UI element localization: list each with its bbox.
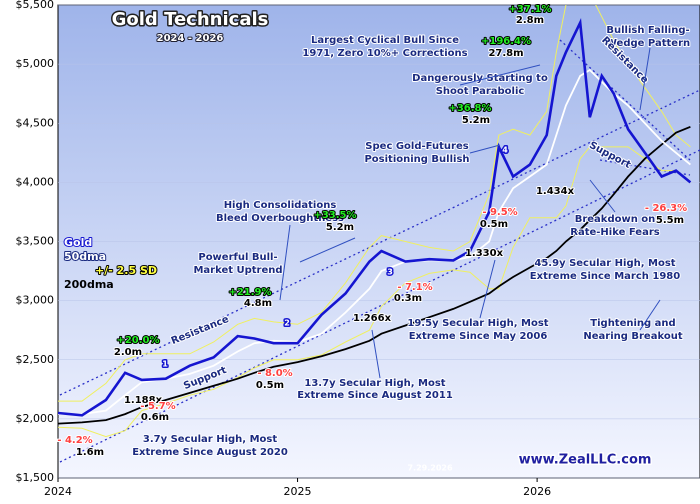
annotation: Breakdown on bbox=[575, 214, 656, 225]
y-tick-label: $3,000 bbox=[16, 294, 55, 307]
annotation: Bleed Overboughtness bbox=[216, 213, 344, 224]
annotation: - 26.3% bbox=[645, 203, 687, 214]
annotation: Shoot Parabolic bbox=[436, 86, 525, 97]
annotation: Powerful Bull- bbox=[198, 252, 277, 263]
annotation: 5.2m bbox=[326, 222, 354, 233]
series-line bbox=[58, 5, 691, 402]
annotation: High Consolidations bbox=[224, 200, 337, 211]
annotation: Spec Gold-Futures bbox=[365, 141, 468, 152]
annotation: 19.5y Secular High, Most bbox=[407, 318, 548, 329]
annotation: 27.8m bbox=[488, 48, 523, 59]
trend-line bbox=[59, 89, 700, 396]
pointer bbox=[469, 144, 501, 154]
legend-label: +/- 2.5 SD bbox=[95, 264, 157, 277]
annotation: Largest Cyclical Bull Since bbox=[311, 35, 459, 46]
y-tick-label: $4,500 bbox=[16, 116, 55, 129]
annotation: www.ZealLLC.com bbox=[519, 453, 652, 468]
y-tick-label: $1,500 bbox=[16, 471, 55, 484]
annotation: Bullish Falling- bbox=[606, 25, 689, 36]
annotation: 2 bbox=[284, 319, 290, 328]
y-tick-label: $5,500 bbox=[16, 0, 55, 11]
y-tick-label: $4,000 bbox=[16, 175, 55, 188]
annotation: Extreme Since August 2020 bbox=[132, 447, 288, 458]
annotation: 5.5m bbox=[656, 215, 684, 226]
y-tick-label: $2,000 bbox=[16, 412, 55, 425]
y-tick-label: $3,500 bbox=[16, 235, 55, 248]
pointer bbox=[639, 47, 651, 111]
chart-title: Gold Technicals bbox=[112, 9, 269, 30]
annotation: Tightening and bbox=[590, 318, 675, 329]
annotation: 2.8m bbox=[516, 15, 544, 26]
series-line bbox=[58, 146, 691, 438]
annotation: Extreme Since May 2006 bbox=[409, 331, 548, 342]
annotation: 1.330x bbox=[465, 248, 504, 259]
legend-label: 50dma bbox=[64, 250, 106, 263]
annotation: 0.3m bbox=[394, 293, 422, 304]
annotation: Extreme Since March 1980 bbox=[530, 271, 680, 282]
annotation: 1971, Zero 10%+ Corrections bbox=[302, 48, 467, 59]
legend-label: Gold bbox=[64, 236, 92, 249]
annotation: Extreme Since August 2011 bbox=[297, 390, 453, 401]
annotation: 1.188x bbox=[124, 395, 163, 406]
plot-lines bbox=[58, 5, 700, 463]
annotation: 7.29.2026 bbox=[407, 464, 452, 473]
annotation: 2.0m bbox=[114, 347, 142, 358]
trend-line bbox=[59, 149, 700, 463]
annotation: Dangerously Starting to bbox=[412, 73, 548, 84]
pointer bbox=[371, 329, 381, 379]
x-tick-label: 2026 bbox=[523, 485, 551, 498]
annotation: 0.5m bbox=[480, 219, 508, 230]
annotation: Market Uptrend bbox=[193, 265, 282, 276]
annotation: 1 bbox=[162, 360, 168, 369]
pointer bbox=[459, 64, 541, 86]
annotation: 45.9y Secular High, Most bbox=[534, 258, 675, 269]
annotation: 3.7y Secular High, Most bbox=[143, 434, 277, 445]
y-tick-label: $2,500 bbox=[16, 353, 55, 366]
annotation: 1.266x bbox=[353, 313, 392, 324]
series-line bbox=[58, 17, 692, 417]
pointer bbox=[479, 259, 496, 319]
annotation: 1.434x bbox=[536, 186, 575, 197]
y-tick-label: $5,000 bbox=[16, 57, 55, 70]
annotation: - 9.5% bbox=[482, 207, 517, 218]
annotation: Nearing Breakout bbox=[583, 331, 682, 342]
annotation: 3 bbox=[387, 268, 393, 277]
annotation: 5.2m bbox=[462, 115, 490, 126]
annotation: 1.6m bbox=[76, 447, 104, 458]
annotation: +21.9% bbox=[228, 287, 271, 298]
chart-subtitle: 2024 - 2026 bbox=[157, 33, 224, 44]
annotation: 0.5m bbox=[256, 380, 284, 391]
annotation: +37.1% bbox=[508, 4, 551, 15]
annotation: Positioning Bullish bbox=[364, 154, 469, 165]
annotation: +36.8% bbox=[448, 103, 491, 114]
annotation: Rate-Hike Fears bbox=[570, 227, 659, 238]
annotation: Wedge Pattern bbox=[606, 38, 690, 49]
annotation: +20.0% bbox=[116, 335, 159, 346]
x-tick-label: 2024 bbox=[44, 485, 72, 498]
annotation: - 4.2% bbox=[57, 435, 92, 446]
annotation: 0.6m bbox=[141, 412, 169, 423]
pointer bbox=[279, 224, 291, 301]
pointer bbox=[639, 299, 661, 331]
annotation: - 8.0% bbox=[257, 368, 292, 379]
pointer bbox=[589, 179, 616, 213]
x-tick-label: 2025 bbox=[284, 485, 312, 498]
series-line bbox=[58, 125, 691, 425]
trend-line bbox=[599, 159, 691, 176]
legend-label: 200dma bbox=[64, 278, 114, 291]
pointer bbox=[299, 237, 356, 263]
annotation: +33.5% bbox=[313, 210, 356, 221]
annotation: - 7.1% bbox=[397, 282, 432, 293]
annotation: 4 bbox=[502, 146, 508, 155]
annotation: - 5.7% bbox=[140, 401, 175, 412]
annotation: 13.7y Secular High, Most bbox=[304, 378, 445, 389]
annotation: 4.8m bbox=[244, 298, 272, 309]
annotation: +196.4% bbox=[481, 36, 531, 47]
